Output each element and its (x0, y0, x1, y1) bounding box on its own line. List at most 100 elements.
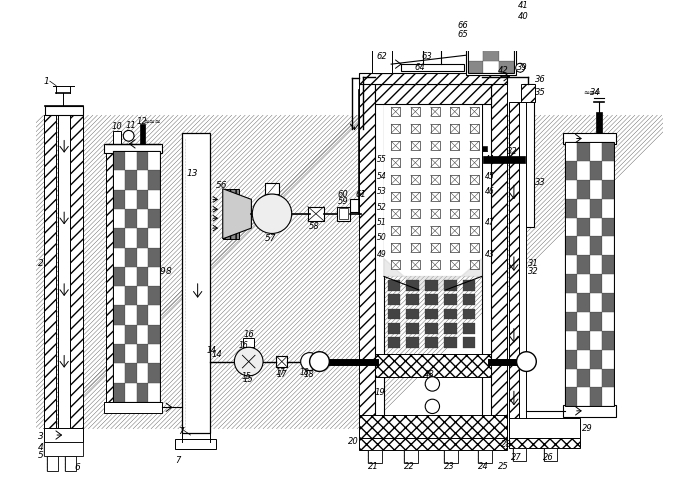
Bar (308, 206, 324, 221)
Bar (577, 161, 589, 180)
Bar (577, 255, 589, 274)
Bar (125, 267, 137, 286)
Circle shape (123, 131, 134, 141)
Bar (517, 15, 523, 26)
Bar (470, 141, 479, 150)
Bar (565, 142, 577, 161)
Bar (450, 124, 459, 133)
Bar (450, 261, 459, 269)
Bar (589, 293, 602, 312)
Bar (375, 42, 391, 73)
Text: 32: 32 (528, 267, 539, 277)
Bar (444, 280, 456, 291)
Bar (148, 247, 160, 267)
Bar (565, 274, 577, 293)
Bar (577, 180, 589, 199)
Bar (577, 274, 589, 293)
Bar (411, 158, 420, 167)
Bar (565, 331, 577, 350)
Bar (450, 226, 459, 235)
Bar (491, 84, 507, 438)
Bar (140, 124, 145, 144)
Bar (463, 280, 475, 291)
Bar (391, 175, 400, 184)
Bar (482, 84, 491, 420)
Bar (384, 102, 482, 277)
Bar (431, 209, 440, 218)
Bar (450, 209, 459, 218)
Bar (113, 247, 125, 267)
Text: 54: 54 (377, 171, 387, 181)
Bar (387, 337, 400, 348)
Bar (565, 312, 577, 331)
Text: 44: 44 (485, 155, 495, 165)
Bar (589, 312, 602, 331)
Bar (373, 42, 392, 73)
Text: 39: 39 (517, 63, 528, 72)
Bar (470, 107, 479, 116)
Text: 2: 2 (38, 259, 44, 267)
Bar (406, 323, 419, 334)
Text: 18: 18 (303, 370, 314, 378)
Bar (411, 261, 420, 269)
Bar (359, 438, 507, 450)
Text: 56: 56 (215, 181, 227, 189)
Bar (47, 456, 58, 471)
Bar (387, 294, 400, 305)
Bar (498, 49, 514, 61)
Text: 20: 20 (348, 437, 359, 446)
Bar (350, 199, 363, 212)
Text: 17: 17 (275, 368, 285, 377)
Bar (391, 124, 400, 133)
Bar (125, 151, 137, 170)
Bar (125, 228, 137, 247)
Text: 63: 63 (421, 53, 433, 61)
Bar (444, 450, 459, 463)
Bar (137, 151, 148, 170)
Bar (602, 369, 614, 388)
Bar (589, 142, 602, 161)
Bar (565, 293, 577, 312)
Bar (137, 305, 148, 325)
Bar (565, 388, 577, 406)
Bar (484, 37, 498, 49)
Bar (602, 199, 614, 218)
Text: 58: 58 (309, 222, 319, 231)
Bar (565, 369, 577, 388)
Bar (43, 428, 83, 442)
Bar (113, 344, 125, 363)
Text: 10: 10 (112, 122, 122, 131)
Text: 46: 46 (485, 187, 495, 196)
Text: 14: 14 (212, 350, 223, 359)
Bar (589, 199, 602, 218)
Bar (444, 294, 456, 305)
Text: 65: 65 (457, 30, 468, 39)
Bar (425, 309, 438, 319)
Text: 66: 66 (457, 21, 468, 30)
Bar (602, 331, 614, 350)
Bar (182, 133, 210, 433)
Text: 7: 7 (178, 427, 184, 436)
Bar (411, 107, 420, 116)
Bar (577, 369, 589, 388)
Text: 53: 53 (377, 187, 387, 196)
Bar (137, 170, 148, 189)
Text: 15: 15 (243, 375, 253, 384)
Text: 59: 59 (338, 197, 348, 206)
Bar (470, 158, 479, 167)
Bar (411, 192, 420, 201)
Bar (602, 274, 614, 293)
Text: 26: 26 (542, 453, 554, 462)
Bar (43, 442, 83, 456)
Bar (431, 158, 440, 167)
Bar (148, 189, 160, 209)
Bar (137, 228, 148, 247)
Bar (470, 192, 479, 201)
Bar (175, 439, 217, 450)
Bar (589, 369, 602, 388)
Bar (148, 209, 160, 228)
Bar (508, 102, 519, 420)
Bar (431, 175, 440, 184)
Bar (43, 115, 56, 429)
Bar (602, 350, 614, 369)
